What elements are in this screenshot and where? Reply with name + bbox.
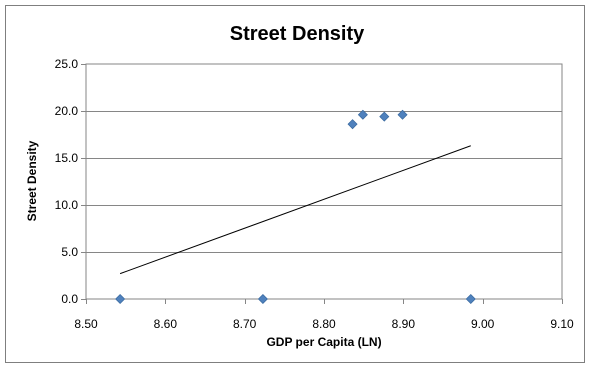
y-tick-label: 15.0: [55, 151, 79, 165]
x-tick-label: 8.50: [74, 317, 98, 331]
y-tick-label: 20.0: [55, 104, 79, 118]
x-tick-label: 8.60: [154, 317, 178, 331]
data-point: [257, 293, 268, 305]
y-axis-ticks: 0.0 5.0 10.0 15.0 20.0 25.0: [55, 57, 86, 306]
y-tick-label: 10.0: [55, 198, 79, 212]
trendline: [119, 145, 471, 275]
data-point: [357, 109, 368, 120]
x-tick-label: 8.70: [233, 317, 257, 331]
x-tick-label: 8.80: [312, 317, 336, 331]
data-point: [465, 293, 476, 305]
data-point: [379, 111, 390, 122]
data-points: [115, 109, 476, 305]
y-tick-label: 5.0: [61, 245, 78, 259]
data-point: [397, 109, 408, 120]
chart-border: [5, 5, 585, 363]
x-axis-ticks: 8.50 8.60 8.70 8.80 8.90 9.00 9.10: [74, 299, 574, 331]
y-axis-label: Street Density: [25, 140, 39, 221]
x-tick-label: 8.90: [392, 317, 416, 331]
y-tick-label: 0.0: [61, 292, 78, 306]
x-tick-label: 9.00: [471, 317, 495, 331]
trendline-layer: [119, 145, 471, 275]
x-tick-label: 9.10: [550, 317, 574, 331]
data-point: [115, 293, 126, 305]
chart-title: Street Density: [230, 23, 365, 45]
x-axis-label: GDP per Capita (LN): [266, 335, 381, 349]
y-tick-label: 25.0: [55, 57, 79, 71]
data-point: [347, 119, 358, 130]
gridlines: [86, 111, 562, 253]
